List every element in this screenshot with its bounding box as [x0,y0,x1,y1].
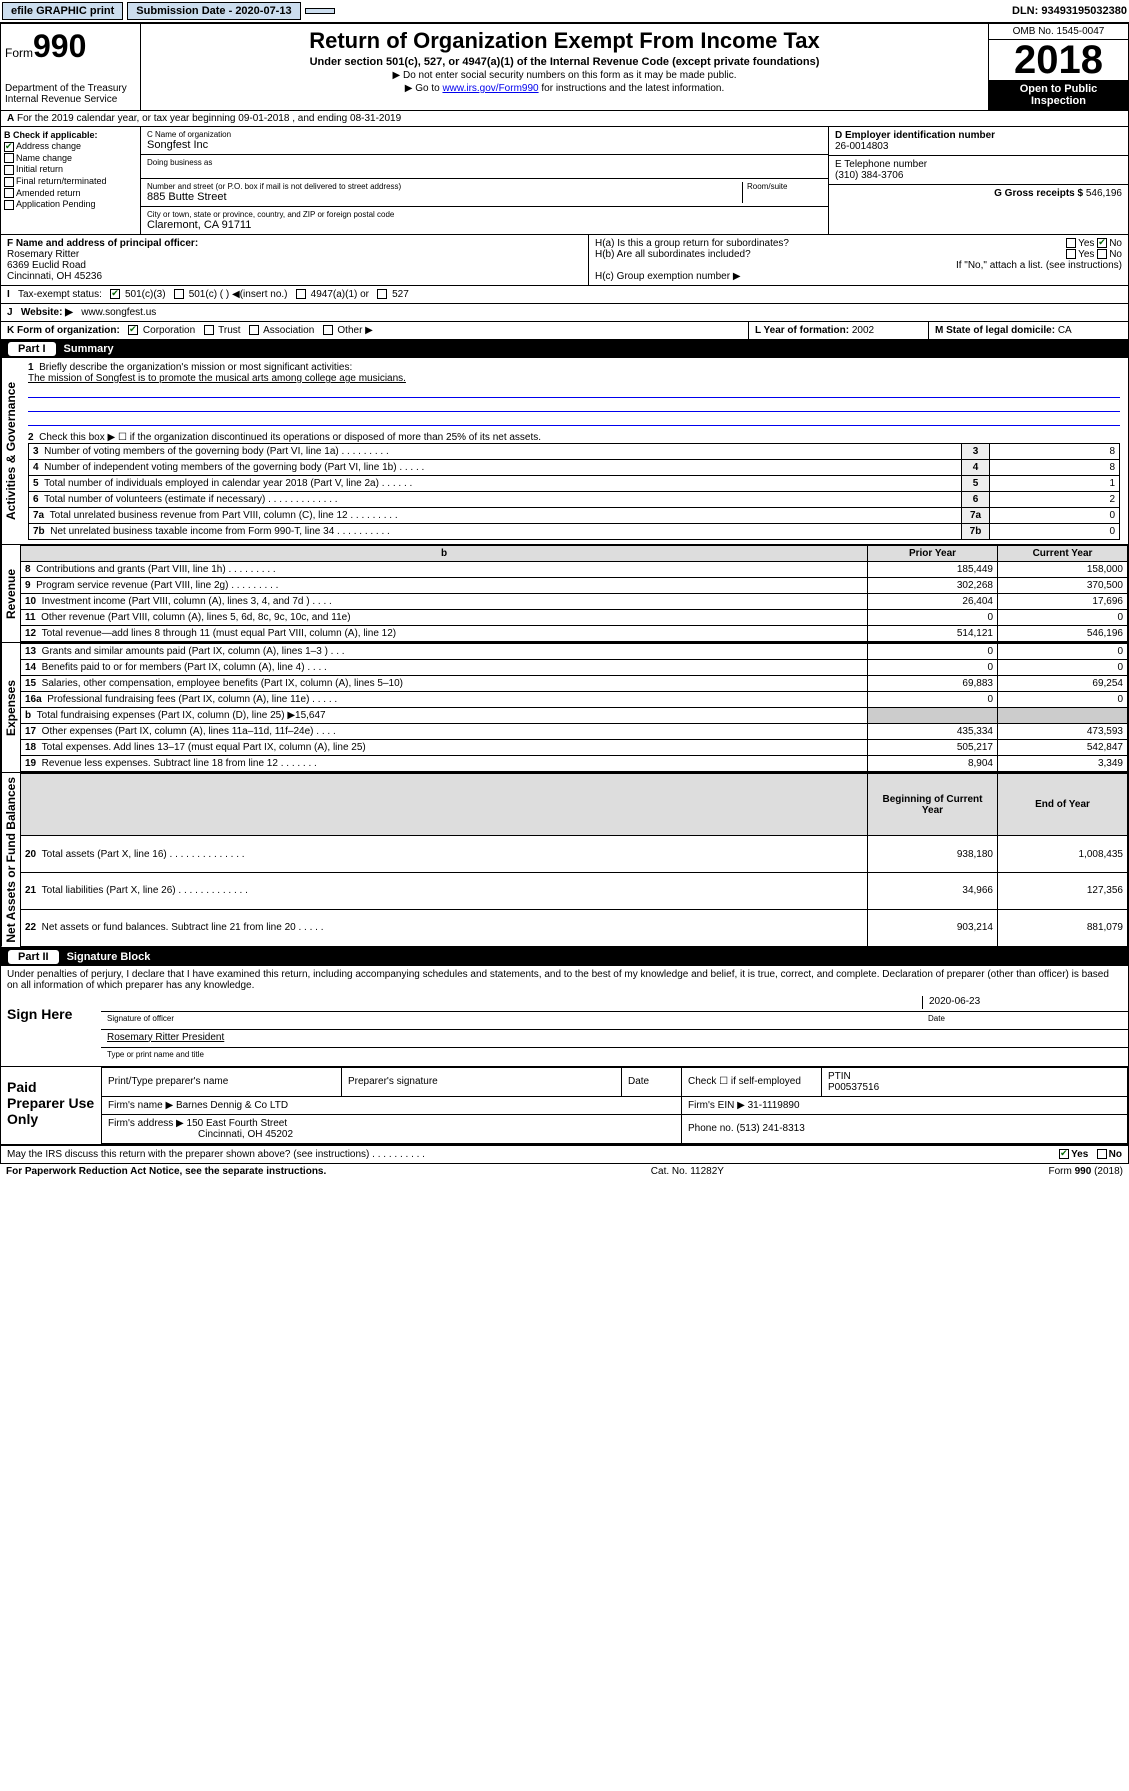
part1-header: Part ISummary [0,340,1129,358]
chk-527[interactable] [377,289,387,299]
summary-exp: Expenses 13 Grants and similar amounts p… [0,643,1129,773]
officer-name: Rosemary Ritter President [107,1032,224,1045]
chk-amended[interactable] [4,188,14,198]
firm-name: Barnes Dennig & Co LTD [176,1100,288,1111]
sig-date: 2020-06-23 [929,996,980,1007]
ein: 26-0014803 [835,141,1122,152]
chk-ha-yes[interactable] [1066,238,1076,248]
form-title: Return of Organization Exempt From Incom… [145,28,984,54]
preparer-table: Print/Type preparer's name Preparer's si… [101,1067,1128,1144]
chk-4947[interactable] [296,289,306,299]
chk-hb-yes[interactable] [1066,249,1076,259]
chk-application-pending[interactable] [4,200,14,210]
row-a-period: A For the 2019 calendar year, or tax yea… [0,111,1129,127]
state-domicile: CA [1058,325,1072,336]
box-c-org-info: C Name of organizationSongfest Inc Doing… [141,127,828,234]
row-fh: F Name and address of principal officer:… [0,235,1129,286]
top-bar: efile GRAPHIC print Submission Date - 20… [0,0,1129,23]
chk-initial-return[interactable] [4,165,14,175]
ptin: P00537516 [828,1082,879,1093]
chk-trust[interactable] [204,325,214,335]
ssn-note: ▶ Do not enter social security numbers o… [145,70,984,81]
year-formation: 2002 [852,325,874,336]
chk-corp[interactable] [128,325,138,335]
box-de: D Employer identification number26-00148… [828,127,1128,234]
org-name: Songfest Inc [147,139,822,151]
summary-rev: Revenue bPrior YearCurrent Year8 Contrib… [0,545,1129,643]
row-j: J Website: ▶ www.songfest.us [0,304,1129,322]
tax-year: 2018 [989,40,1128,80]
phone: (310) 384-3706 [835,170,1122,181]
ag-table: 3 Number of voting members of the govern… [28,443,1120,540]
form-number: Form990 [5,28,136,65]
box-h: H(a) Is this a group return for subordin… [588,235,1128,285]
efile-button[interactable]: efile GRAPHIC print [2,2,123,20]
chk-other[interactable] [323,325,333,335]
gross-receipts: 546,196 [1086,188,1122,199]
box-f-officer: F Name and address of principal officer:… [1,235,588,285]
part2-header: Part IISignature Block [0,948,1129,966]
city-state-zip: Claremont, CA 91711 [147,219,822,231]
firm-ein: 31-1119890 [748,1100,800,1111]
signature-block: Under penalties of perjury, I declare th… [0,966,1129,1164]
chk-501c3[interactable] [110,289,120,299]
summary-ag: Activities & Governance 1 Briefly descri… [0,358,1129,545]
firm-phone: (513) 241-8313 [736,1123,804,1134]
chk-discuss-no[interactable] [1097,1149,1107,1159]
chk-address-change[interactable] [4,142,14,152]
submission-date[interactable]: Submission Date - 2020-07-13 [127,2,300,20]
chk-final-return[interactable] [4,177,14,187]
row-i: I Tax-exempt status: 501(c)(3) 501(c) ( … [0,286,1129,304]
chk-name-change[interactable] [4,153,14,163]
dln: DLN: 93493195032380 [1012,5,1127,17]
form-header: Form990 Department of the Treasury Inter… [0,23,1129,111]
blank-button[interactable] [305,8,335,14]
perjury-text: Under penalties of perjury, I declare th… [1,966,1128,994]
page-footer: For Paperwork Reduction Act Notice, see … [0,1164,1129,1179]
summary-na: Net Assets or Fund Balances Beginning of… [0,773,1129,948]
mission-text: The mission of Songfest is to promote th… [28,373,1120,384]
firm-address: 150 East Fourth Street [187,1118,288,1129]
chk-hb-no[interactable] [1097,249,1107,259]
form-subtitle: Under section 501(c), 527, or 4947(a)(1)… [145,56,984,68]
box-b-checkboxes: B Check if applicable: Address change Na… [1,127,141,234]
entity-section: B Check if applicable: Address change Na… [0,127,1129,235]
chk-ha-no[interactable] [1097,238,1107,248]
chk-assoc[interactable] [249,325,259,335]
instructions-link: ▶ Go to www.irs.gov/Form990 for instruct… [145,83,984,94]
na-table: Beginning of Current YearEnd of Year20 T… [20,773,1128,947]
chk-discuss-yes[interactable] [1059,1149,1069,1159]
exp-table: 13 Grants and similar amounts paid (Part… [20,643,1128,772]
website: www.songfest.us [81,307,156,318]
chk-501c[interactable] [174,289,184,299]
open-inspection: Open to Public Inspection [989,80,1128,110]
rev-table: bPrior YearCurrent Year8 Contributions a… [20,545,1128,642]
dept-treasury: Department of the Treasury Internal Reve… [5,83,136,105]
street-address: 885 Butte Street [147,191,742,203]
irs-link[interactable]: www.irs.gov/Form990 [442,83,538,94]
row-klm: K Form of organization: Corporation Trus… [0,322,1129,340]
